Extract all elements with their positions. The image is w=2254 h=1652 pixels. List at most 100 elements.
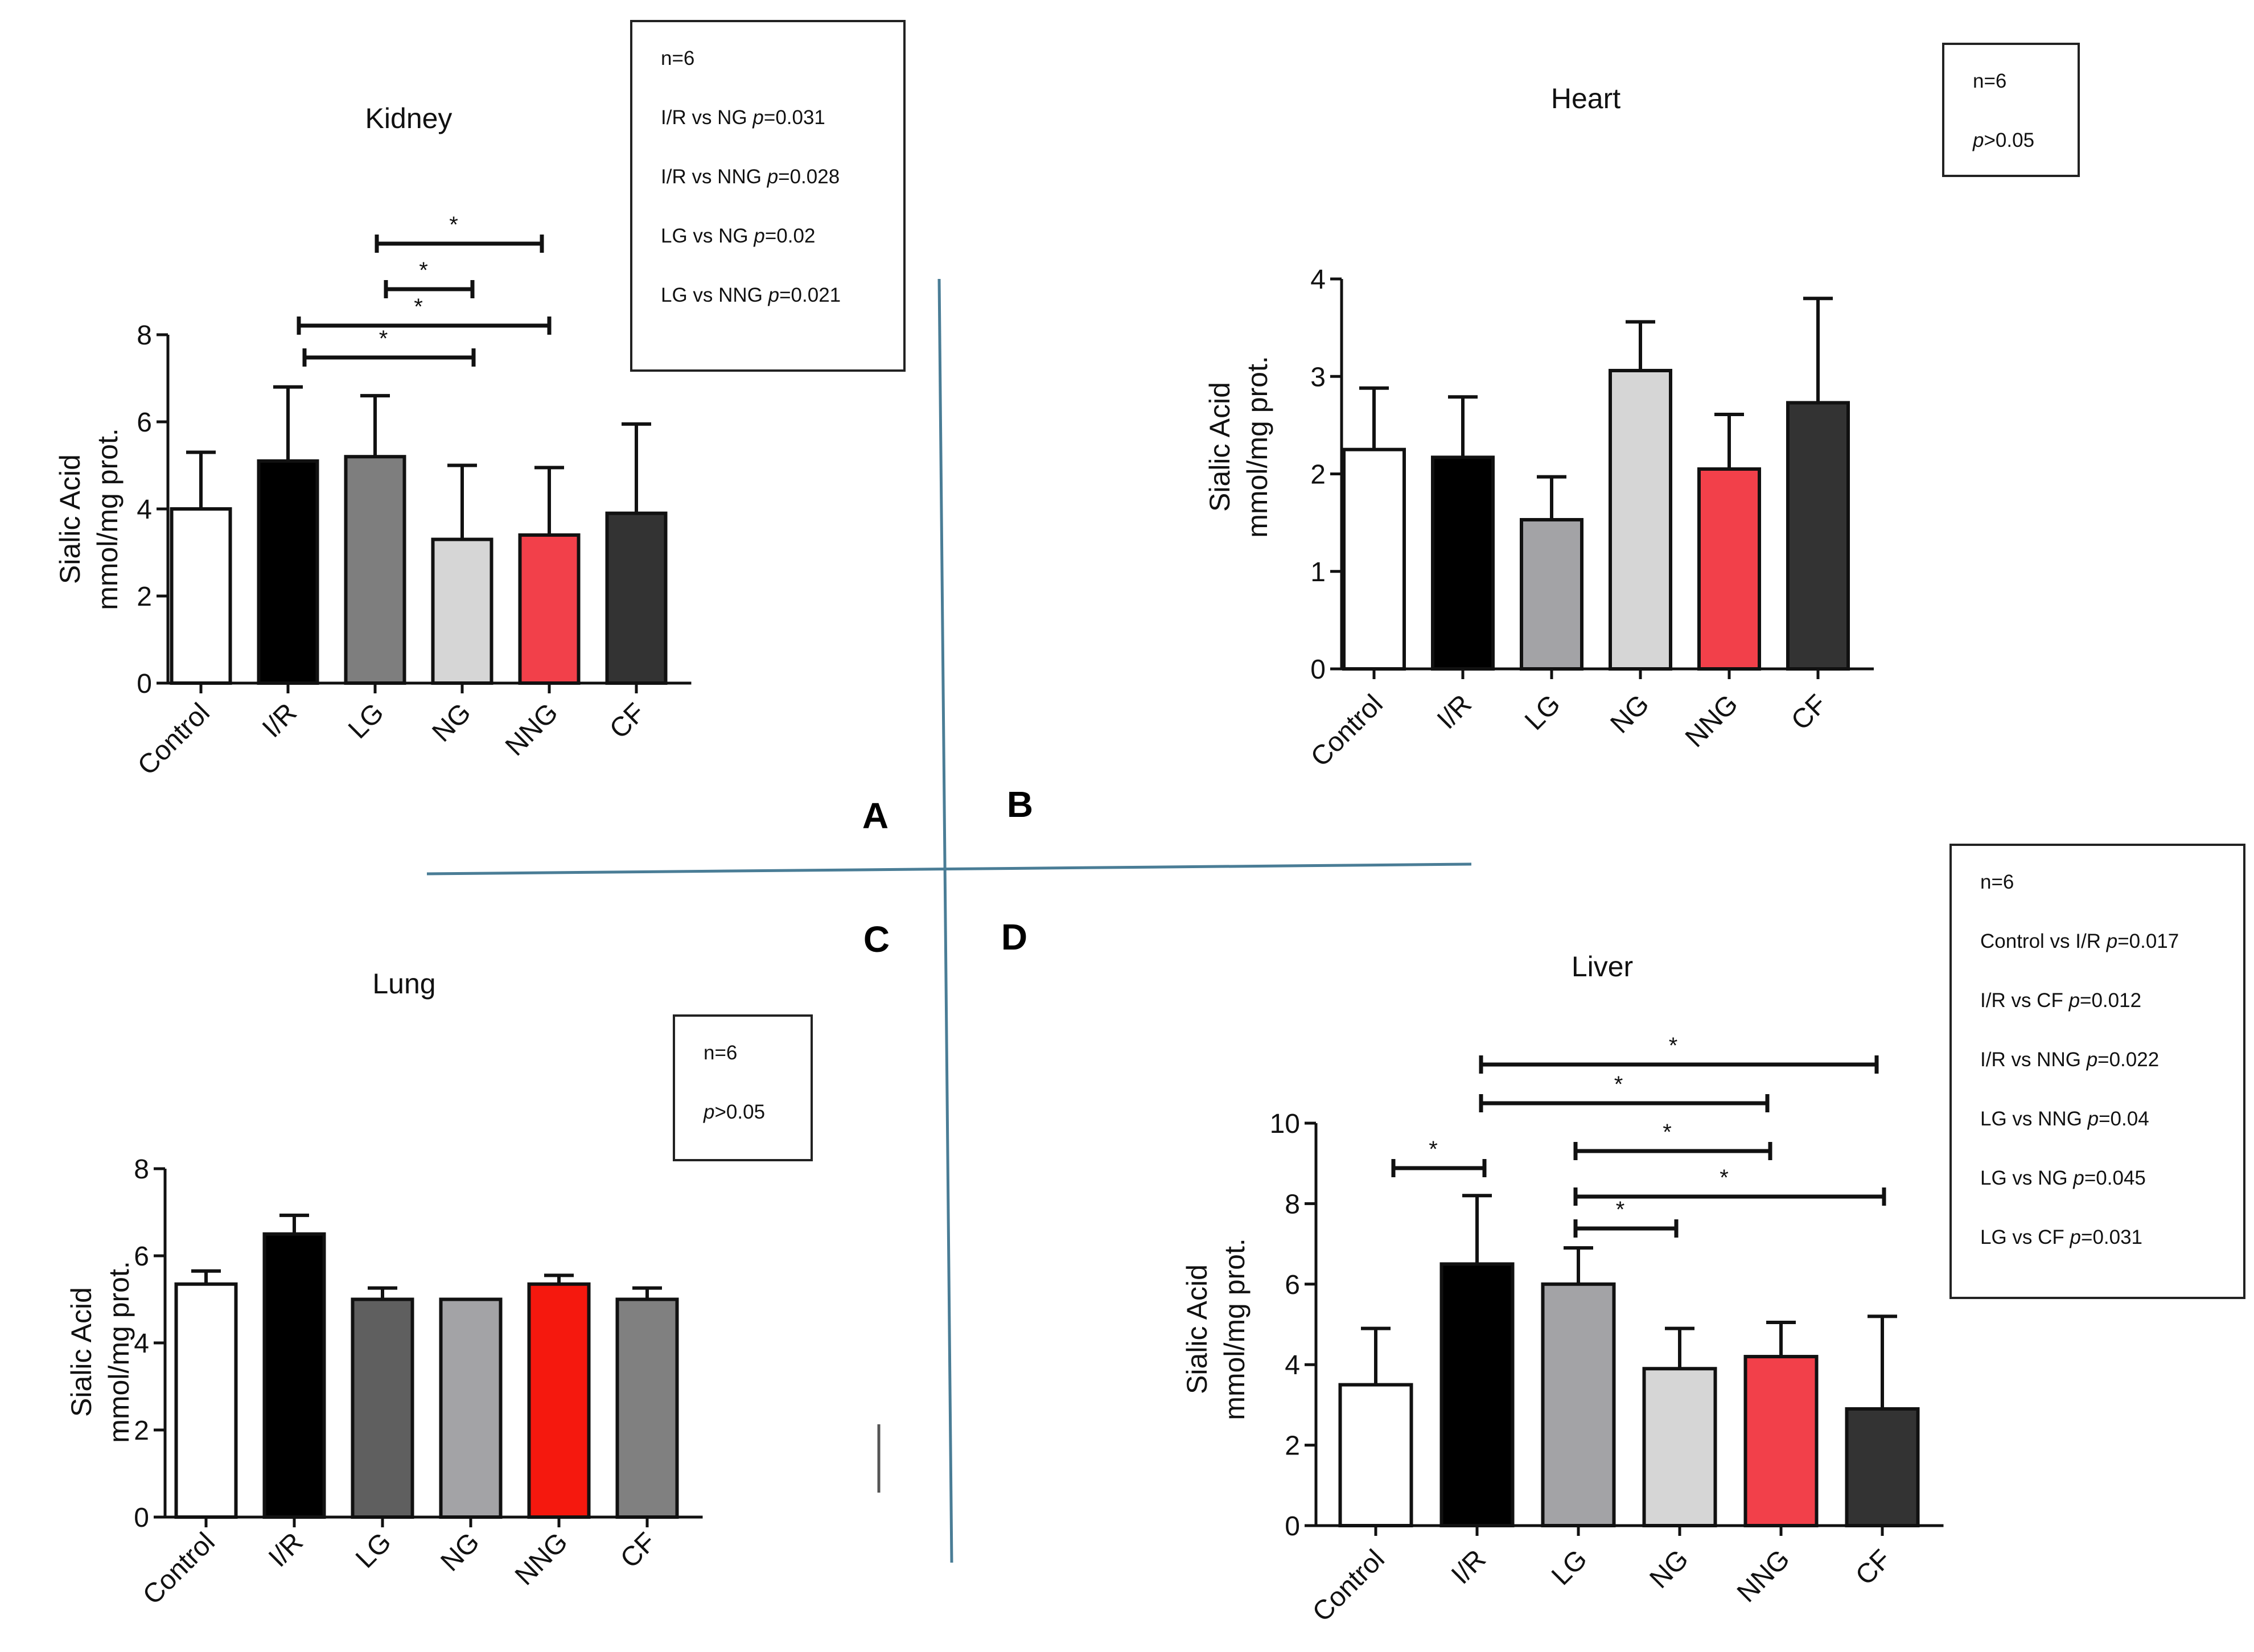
x-tick-label: I/R (257, 697, 303, 743)
chart-lung: Lung Sialic Acid mmol/mg prot. 0 2 4 6 8 Control… (65, 968, 703, 1610)
x-tick-label: CF (615, 1527, 662, 1574)
panel-letter-d: D (1001, 917, 1027, 957)
y-tick-label: 4 (134, 1329, 149, 1359)
y-axis-label-line: Sialic Acid (1181, 1264, 1213, 1394)
y-tick-label: 4 (1310, 265, 1326, 295)
bar-nng (1743, 1355, 1819, 1528)
significance-star: * (1669, 1033, 1678, 1058)
significance-star: * (1429, 1137, 1438, 1162)
y-tick-label: 3 (1310, 362, 1326, 392)
x-tick-label: CF (1786, 689, 1833, 736)
y-tick-label: 6 (1285, 1270, 1300, 1300)
x-tick-label: NNG (1731, 1544, 1796, 1608)
significance-star: * (1614, 1072, 1623, 1097)
x-tick-label: LG (1519, 689, 1566, 736)
panel-letter-a: A (862, 795, 889, 836)
stats-box-heart: n=6 p>0.05 (1942, 43, 2080, 177)
significance-star: * (449, 212, 458, 237)
stats-n: n=6 (661, 47, 695, 69)
significance-star: * (414, 294, 423, 319)
x-tick-label: CF (604, 697, 651, 745)
x-tick-label: I/R (1446, 1544, 1492, 1590)
stats-line: p>0.05 (704, 1101, 766, 1123)
y-axis-label: Sialic Acid mmol/mg prot. (65, 1261, 135, 1443)
bar-control (170, 507, 232, 685)
bar-control (1338, 1383, 1413, 1528)
y-axis-label-line: mmol/mg prot. (1241, 356, 1273, 538)
panel-letter-b: B (1007, 784, 1033, 825)
bar-lg (344, 455, 406, 685)
chart-heart: Heart Sialic Acid mmol/mg prot. 0 1 2 3 4 Contro… (1204, 83, 1874, 772)
x-tick-label: NG (426, 697, 476, 747)
y-tick-label: 0 (137, 669, 152, 699)
bar-cf (1845, 1407, 1920, 1527)
x-tick-label: Control (132, 697, 216, 781)
y-axis-label-line: mmol/mg prot. (103, 1261, 135, 1443)
bar-ir (257, 459, 319, 685)
y-axis-label-line: Sialic Acid (1204, 382, 1236, 512)
stats-box-kidney: n=6 I/R vs NG p=0.031 I/R vs NNG p=0.028… (630, 20, 906, 372)
bar-ng (1609, 368, 1672, 671)
y-axis-label-line: mmol/mg prot. (92, 428, 124, 610)
stats-line: p>0.05 (1973, 129, 2035, 151)
x-tick-label: Control (137, 1527, 221, 1610)
stats-n: n=6 (704, 1042, 738, 1064)
x-tick-label: Control (1307, 1544, 1391, 1628)
stats-line: I/R vs NG p=0.031 (661, 106, 825, 129)
bar-ir (262, 1232, 326, 1519)
bar-control (1342, 447, 1406, 671)
divider-vertical (937, 278, 953, 1563)
y-axis-label-line: Sialic Acid (65, 1287, 97, 1417)
significance-star: * (419, 258, 428, 283)
x-tick-label: NNG (500, 697, 564, 762)
stats-line: I/R vs NNG p=0.022 (1980, 1049, 2160, 1071)
bar-lg (1541, 1282, 1616, 1528)
chart-title: Liver (1572, 951, 1633, 983)
y-tick-label: 6 (134, 1242, 149, 1272)
stats-line: Control vs I/R p=0.017 (1980, 930, 2179, 952)
stats-line: LG vs NG p=0.045 (1980, 1167, 2146, 1189)
chart-title: Heart (1551, 83, 1620, 114)
stats-line: LG vs NNG p=0.04 (1980, 1108, 2149, 1130)
x-tick-label: I/R (263, 1527, 309, 1573)
y-tick-label: 6 (137, 408, 152, 438)
bar-nng (527, 1282, 591, 1519)
chart-title: Kidney (365, 102, 453, 134)
y-tick-label: 0 (1285, 1511, 1300, 1542)
y-tick-label: 4 (137, 495, 152, 525)
bar-ir (1431, 455, 1495, 671)
chart-title: Lung (372, 968, 435, 1000)
stats-line: LG vs CF p=0.031 (1980, 1226, 2143, 1248)
significance-star: * (379, 326, 388, 351)
bar-cf (615, 1297, 679, 1519)
y-tick-label: 2 (134, 1416, 149, 1446)
x-tick-label: NNG (509, 1527, 574, 1591)
stats-n: n=6 (1973, 70, 2007, 92)
bar-ir (1439, 1262, 1515, 1527)
bar-control (174, 1282, 238, 1519)
x-tick-label: CF (1850, 1544, 1897, 1591)
significance-star: * (1616, 1197, 1625, 1222)
y-tick-label: 2 (1310, 460, 1326, 490)
stats-line: I/R vs NNG p=0.028 (661, 166, 840, 188)
stats-line: LG vs NG p=0.02 (661, 225, 816, 247)
x-tick-label: I/R (1432, 689, 1478, 735)
stats-line: LG vs NNG p=0.021 (661, 284, 841, 306)
bar-nng (518, 533, 581, 685)
chart-liver: Liver Sialic Acid mmol/mg prot. 0 2 4 6 8 10 Cont… (1181, 951, 1944, 1628)
y-tick-label: 2 (137, 582, 152, 612)
x-tick-label: NNG (1680, 689, 1744, 753)
stats-n: n=6 (1980, 871, 2014, 893)
bar-cf (1786, 401, 1850, 671)
bar-lg (351, 1297, 414, 1519)
y-tick-label: 8 (1285, 1189, 1300, 1219)
y-tick-label: 8 (137, 320, 152, 351)
y-axis-label-line: mmol/mg prot. (1219, 1238, 1251, 1420)
bar-ng (431, 537, 493, 685)
y-axis-label: Sialic Acid mmol/mg prot. (54, 428, 124, 610)
significance-star: * (1663, 1120, 1672, 1145)
y-tick-label: 1 (1310, 557, 1326, 587)
x-tick-label: NG (435, 1527, 485, 1577)
y-tick-label: 8 (134, 1154, 149, 1185)
